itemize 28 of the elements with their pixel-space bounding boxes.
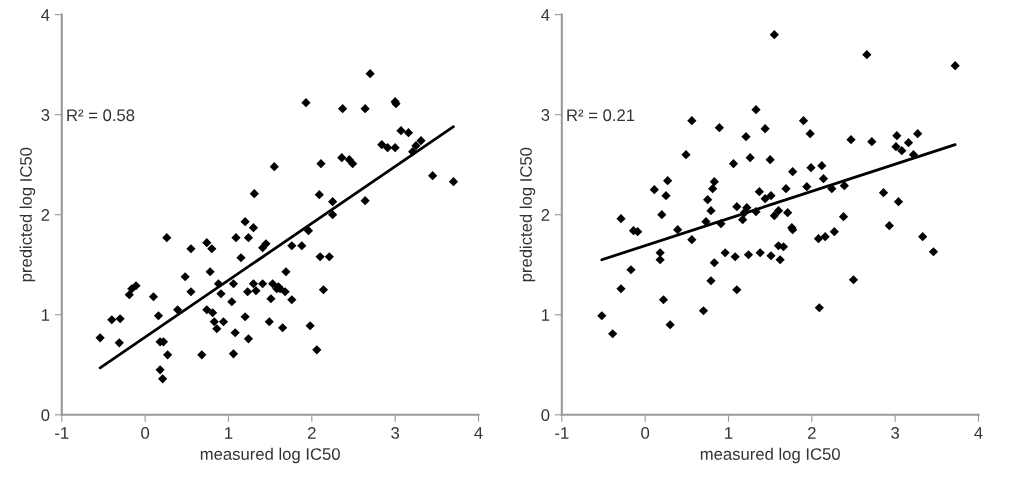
y-tick-label: 2 xyxy=(41,209,50,221)
x-tick-label: -1 xyxy=(555,427,569,439)
x-tick-label: 2 xyxy=(808,427,816,439)
y-tick-label: 3 xyxy=(41,109,50,121)
y-tick-label: 4 xyxy=(541,9,550,21)
x-tick-label: 3 xyxy=(391,427,400,439)
y-axis-title: predicted log IC50 xyxy=(519,147,536,282)
annotation: R² = 0.21 xyxy=(567,109,635,122)
y-tick-label: 0 xyxy=(541,409,550,421)
x-tick-label: 2 xyxy=(308,427,316,439)
x-axis-title: measured log IC50 xyxy=(200,447,340,464)
x-tick-label: 4 xyxy=(974,427,983,439)
x-axis-title: measured log IC50 xyxy=(700,447,840,464)
x-tick-label: -1 xyxy=(55,427,69,439)
annotation: R² = 0.58 xyxy=(67,109,135,122)
x-tick-label: 3 xyxy=(891,427,900,439)
y-tick-label: 4 xyxy=(41,9,50,21)
x-tick-label: 1 xyxy=(725,427,733,439)
x-tick-label: 0 xyxy=(141,427,150,439)
x-tick-label: 1 xyxy=(225,427,233,439)
x-tick-label: 0 xyxy=(641,427,650,439)
y-tick-label: 2 xyxy=(541,209,550,221)
y-tick-label: 0 xyxy=(41,409,50,421)
y-tick-label: 3 xyxy=(541,109,550,121)
y-tick-label: 1 xyxy=(42,309,50,321)
x-tick-label: 4 xyxy=(474,427,483,439)
y-axis-title: predicted log IC50 xyxy=(19,147,36,282)
y-tick-label: 1 xyxy=(542,309,550,321)
